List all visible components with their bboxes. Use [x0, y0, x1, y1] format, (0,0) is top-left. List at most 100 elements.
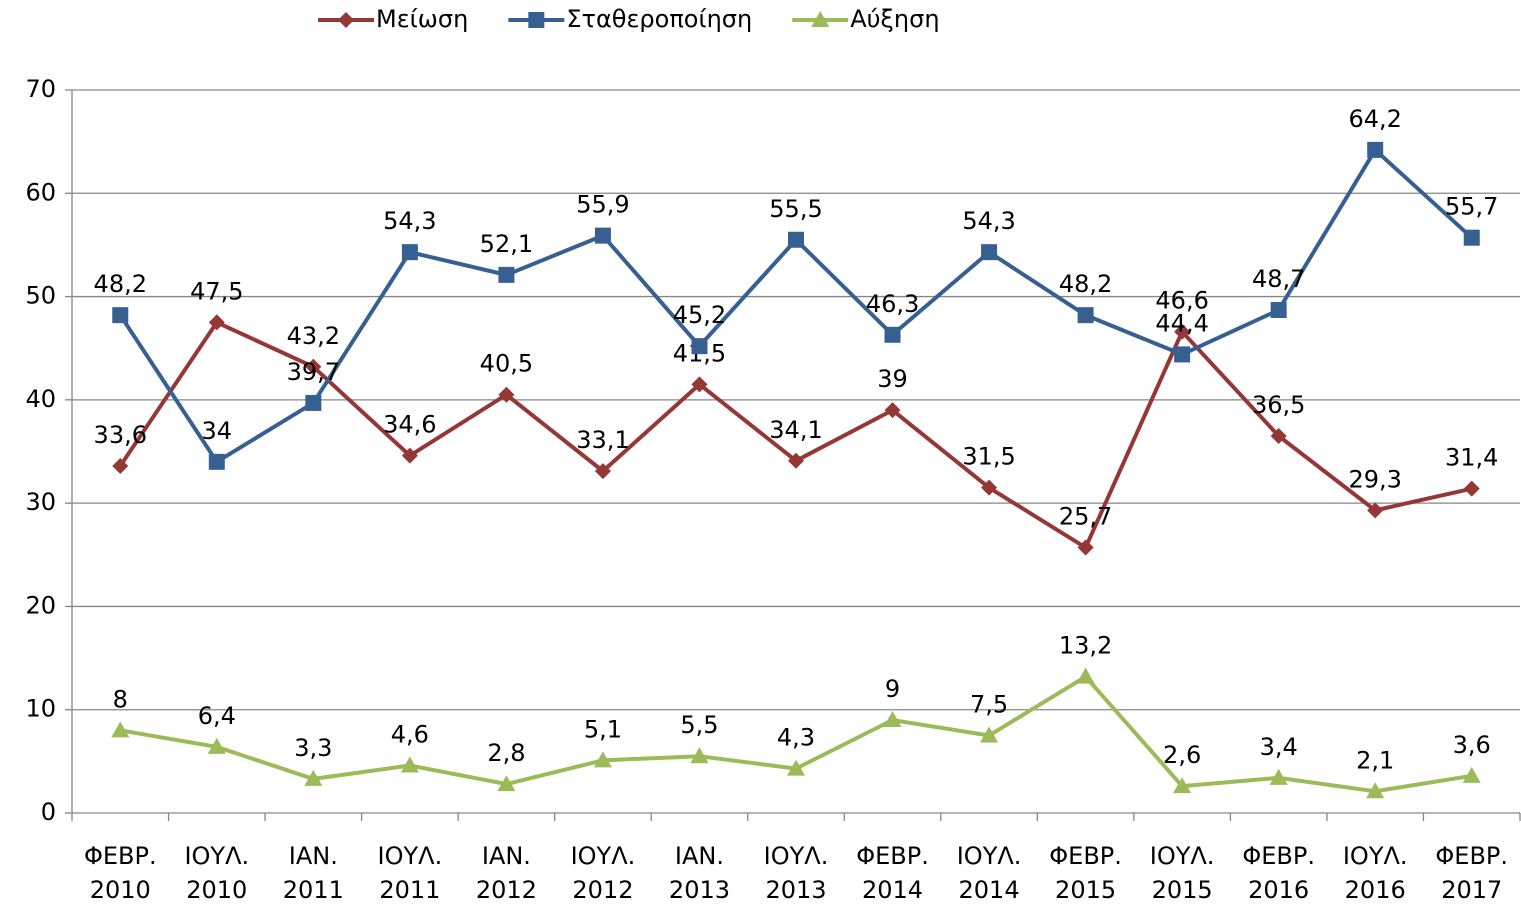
data-label: 46,3 — [866, 290, 919, 318]
data-label: 4,6 — [391, 720, 429, 748]
data-label: 64,2 — [1348, 105, 1401, 133]
data-label: 9 — [885, 675, 900, 703]
data-label: 6,4 — [198, 702, 236, 730]
x-tick-label: 2012 — [476, 876, 537, 904]
x-tick-label: ΦΕΒΡ. — [1049, 842, 1122, 870]
data-label: 2,6 — [1163, 741, 1201, 769]
x-tick-label: 2017 — [1441, 876, 1502, 904]
data-label: 48,2 — [94, 270, 147, 298]
data-label: 31,5 — [962, 443, 1015, 471]
marker — [498, 266, 515, 283]
data-label: 34 — [202, 417, 233, 445]
x-tick-label: 2016 — [1248, 876, 1309, 904]
data-label: 29,3 — [1348, 465, 1401, 493]
x-tick-label: 2011 — [379, 876, 440, 904]
marker — [884, 402, 901, 419]
x-tick-label: 2014 — [959, 876, 1020, 904]
marker — [305, 394, 322, 411]
data-label: 48,7 — [1252, 265, 1305, 293]
marker — [787, 759, 805, 776]
data-label: 2,1 — [1356, 746, 1394, 774]
marker — [497, 775, 516, 792]
marker — [691, 338, 708, 355]
x-tick-label: 2013 — [669, 876, 730, 904]
legend-label: Σταθεροποίηση — [566, 5, 752, 33]
marker — [593, 751, 612, 768]
data-label: 33,1 — [576, 426, 629, 454]
data-label: 46,6 — [1155, 287, 1208, 315]
marker — [401, 447, 418, 464]
marker — [1270, 428, 1287, 445]
marker — [498, 386, 515, 403]
y-tick-label: 60 — [25, 178, 56, 206]
x-tick-label: ΦΕΒΡ. — [84, 842, 157, 870]
marker — [1174, 323, 1191, 340]
data-label: 34,1 — [769, 416, 822, 444]
x-tick-label: ΙΟΥΛ. — [184, 842, 249, 870]
data-label: 43,2 — [287, 322, 340, 350]
marker — [594, 463, 611, 480]
data-label: 39 — [877, 365, 908, 393]
marker — [112, 307, 129, 324]
y-tick-label: 10 — [25, 695, 56, 723]
data-label: 54,3 — [962, 207, 1015, 235]
marker — [1269, 768, 1288, 785]
x-tick-label: ΦΕΒΡ. — [856, 842, 929, 870]
marker — [528, 12, 545, 28]
marker — [691, 376, 708, 393]
marker — [1270, 301, 1287, 318]
legend-label: Μείωση — [376, 5, 468, 33]
marker — [1367, 502, 1384, 519]
x-tick-label: 2010 — [90, 876, 151, 904]
y-tick-label: 50 — [25, 282, 56, 310]
y-tick-label: 0 — [41, 798, 56, 826]
data-label: 54,3 — [383, 207, 436, 235]
data-label: 25,7 — [1059, 503, 1112, 531]
marker — [1077, 307, 1094, 324]
data-label: 13,2 — [1059, 632, 1112, 660]
x-tick-label: ΙΟΥΛ. — [1150, 842, 1215, 870]
data-label: 55,7 — [1445, 193, 1498, 221]
data-label: 55,5 — [769, 195, 822, 223]
data-label: 48,2 — [1059, 270, 1112, 298]
legend-label: Αύξηση — [850, 5, 939, 33]
y-tick-label: 70 — [25, 75, 56, 103]
x-tick-label: 2012 — [572, 876, 633, 904]
data-label: 2,8 — [487, 739, 525, 767]
marker — [304, 769, 323, 786]
marker — [1173, 777, 1192, 794]
data-label: 45,2 — [673, 301, 726, 329]
marker — [788, 452, 804, 469]
marker — [980, 726, 999, 743]
x-tick-label: 2015 — [1055, 876, 1116, 904]
data-label: 40,5 — [480, 350, 533, 378]
marker — [1462, 766, 1481, 783]
marker — [1174, 346, 1191, 363]
data-label: 7,5 — [970, 691, 1008, 719]
x-tick-label: ΙΑΝ. — [675, 842, 724, 870]
marker — [208, 314, 225, 331]
marker — [400, 756, 419, 773]
data-label: 3,3 — [294, 734, 332, 762]
marker — [981, 479, 998, 496]
data-label: 44,4 — [1155, 309, 1208, 337]
data-label: 8 — [113, 685, 128, 713]
data-label: 36,5 — [1252, 391, 1305, 419]
marker — [981, 244, 998, 261]
data-label: 5,5 — [680, 711, 718, 739]
marker — [1463, 229, 1480, 246]
marker — [401, 244, 418, 261]
data-label: 34,6 — [383, 411, 436, 439]
marker — [690, 747, 709, 764]
x-tick-label: 2010 — [186, 876, 247, 904]
x-tick-label: ΙΟΥΛ. — [764, 842, 829, 870]
data-label: 3,4 — [1260, 733, 1298, 761]
marker — [111, 721, 130, 738]
data-label: 4,3 — [777, 724, 815, 752]
data-label: 55,9 — [576, 191, 629, 219]
marker — [1366, 782, 1385, 799]
x-tick-label: ΙΑΝ. — [289, 842, 338, 870]
x-tick-label: ΙΟΥΛ. — [571, 842, 636, 870]
data-label: 39,7 — [287, 358, 340, 386]
data-label: 33,6 — [94, 421, 147, 449]
